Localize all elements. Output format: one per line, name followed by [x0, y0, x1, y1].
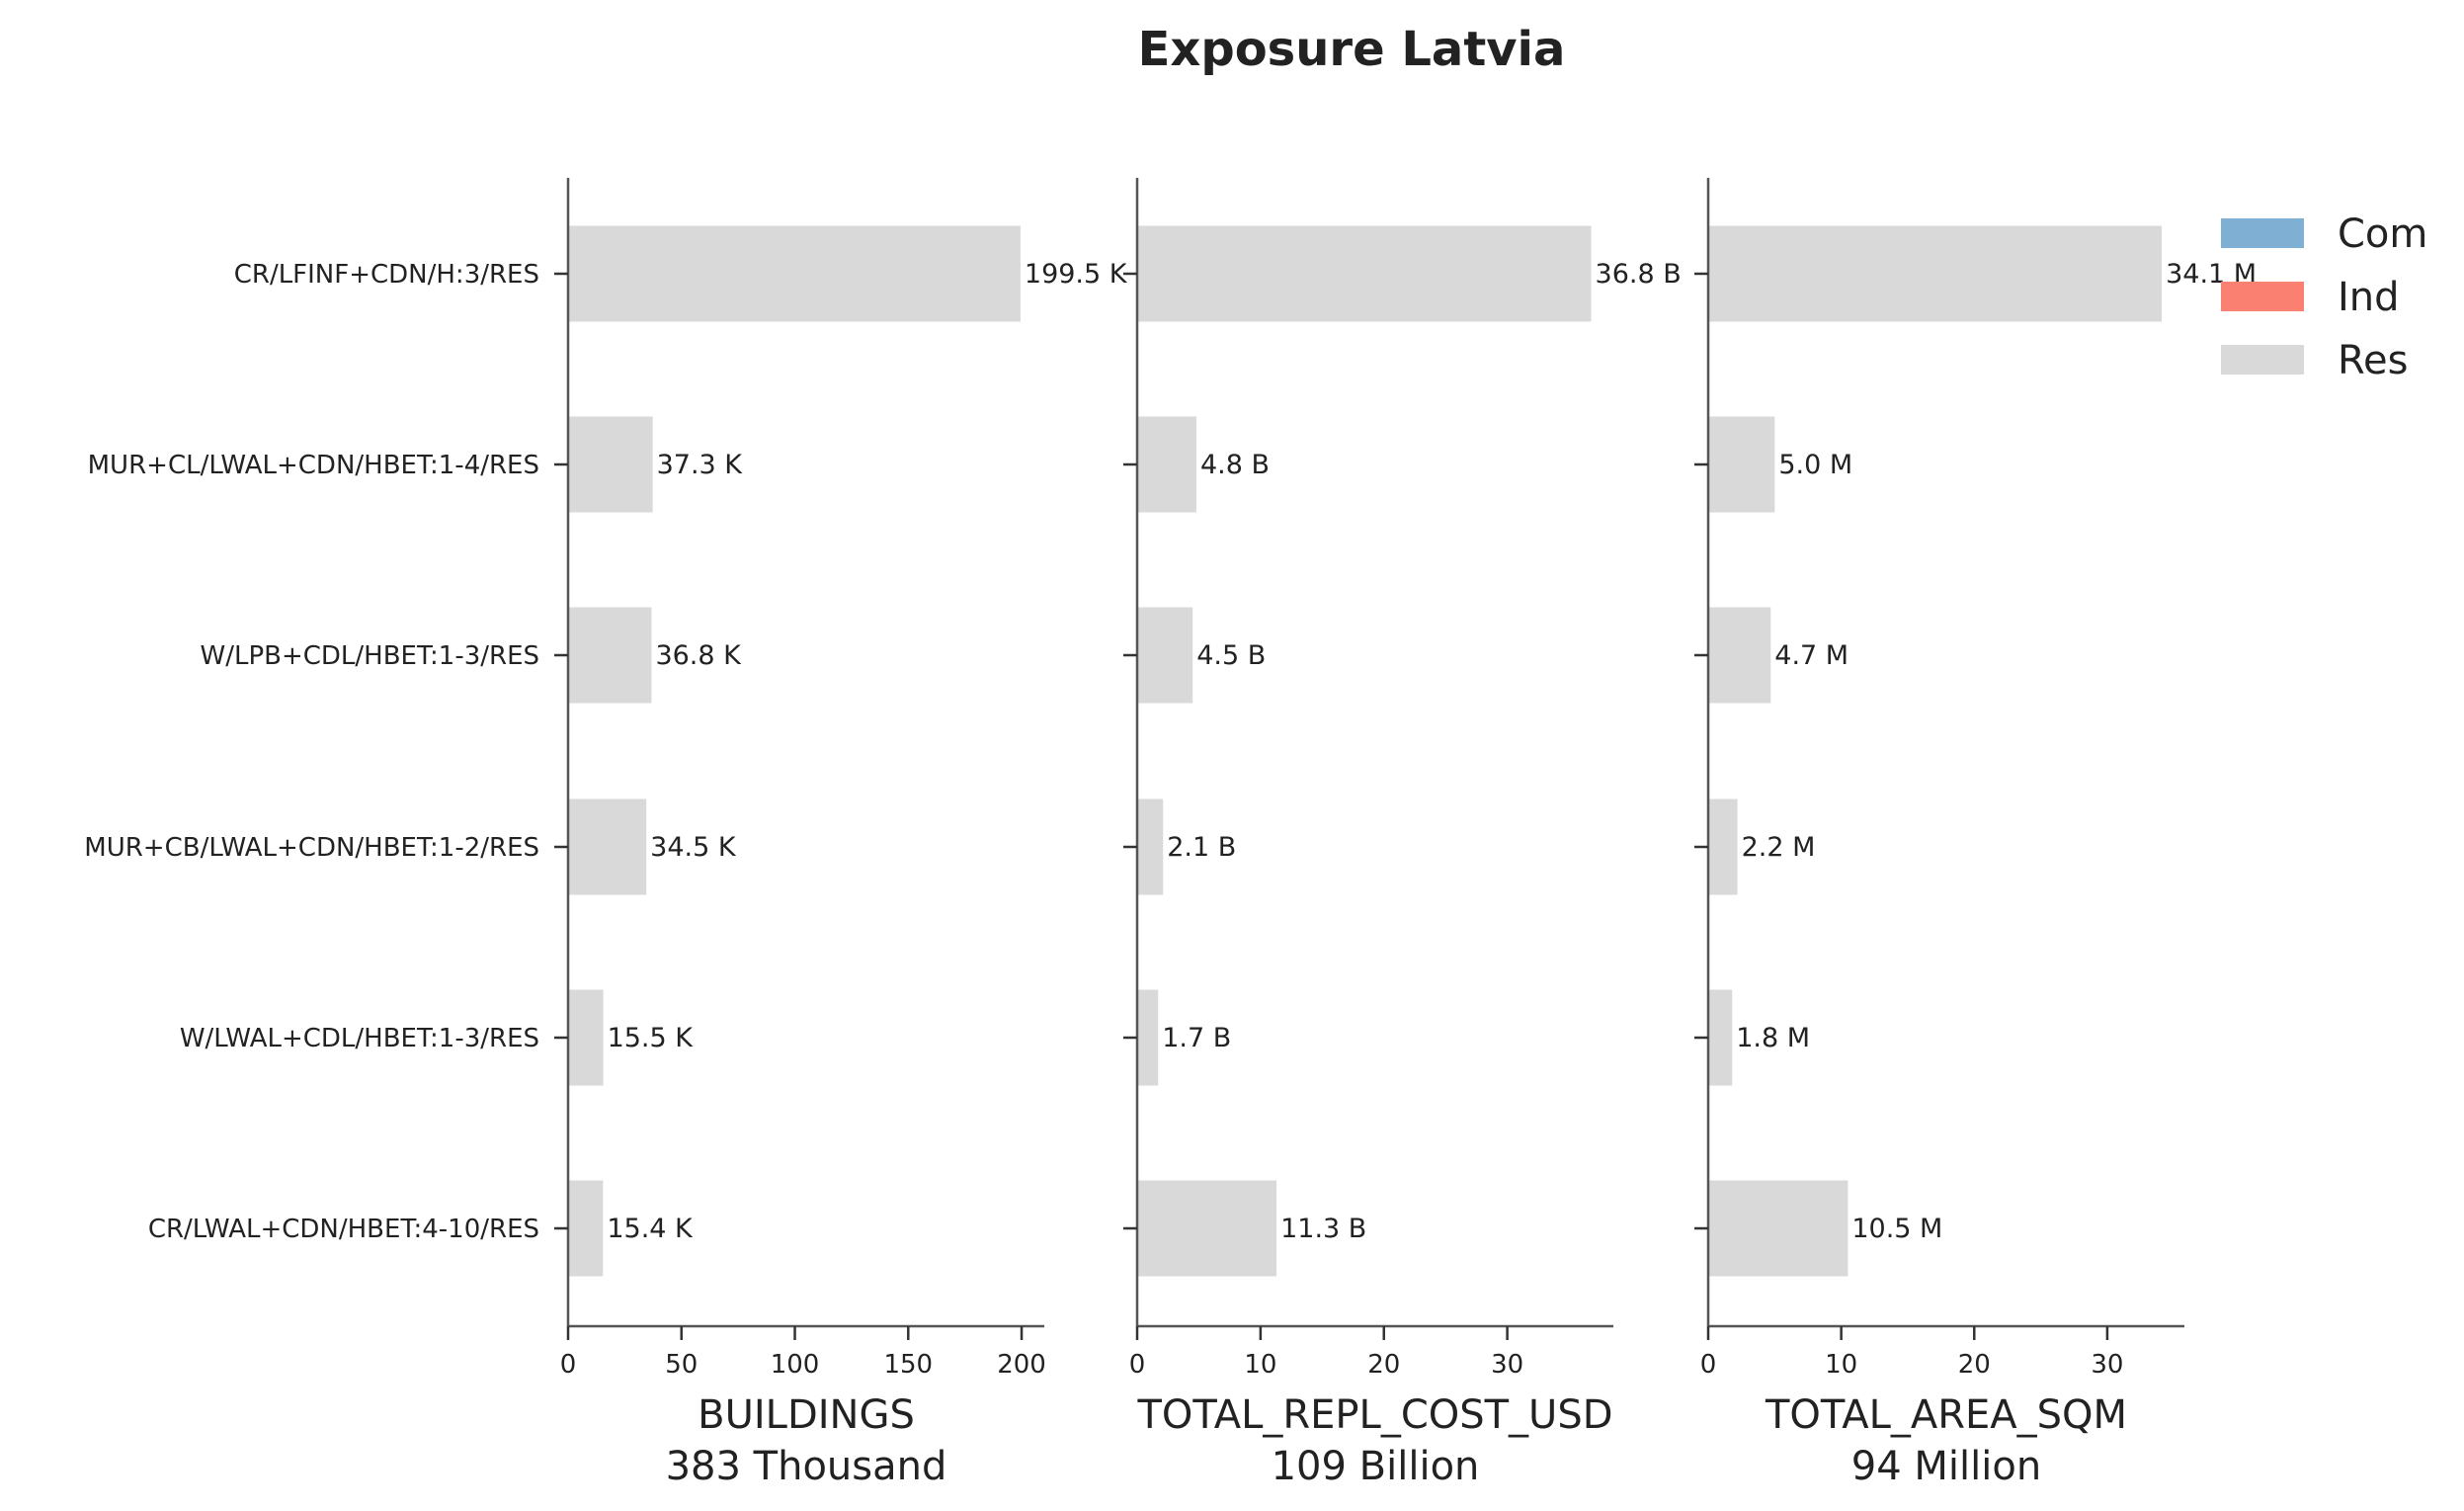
- panel-2: 0 10 20 30 36.8 B 4.8 B 4.5 B 2.1 B 1.7 B 11.3 B T…: [1123, 178, 1682, 1489]
- data-label: 5.0 M: [1778, 450, 1852, 480]
- data-label: 199.5 K: [1025, 259, 1128, 290]
- bar: [1708, 416, 1775, 513]
- x-tick-label: 150: [883, 1350, 933, 1380]
- bar: [1137, 798, 1164, 895]
- x-tick-label: 0: [1129, 1350, 1146, 1380]
- data-label: 2.1 B: [1167, 832, 1236, 863]
- bar: [1137, 607, 1193, 704]
- x-tick-label: 10: [1825, 1350, 1857, 1380]
- x-tick-label: 50: [665, 1350, 698, 1380]
- x-tick-label: 0: [1700, 1350, 1717, 1380]
- legend-label: Res: [2338, 338, 2408, 383]
- category-labels: CR/LFINF+CDN/H:3/RES MUR+CL/LWAL+CDN/HBET…: [84, 260, 539, 1244]
- x-tick-label: 20: [1958, 1350, 1991, 1380]
- x-tick-label: 10: [1244, 1350, 1276, 1380]
- x-tick-label: 20: [1367, 1350, 1400, 1380]
- bar: [568, 416, 653, 513]
- data-label: 4.5 B: [1196, 640, 1266, 671]
- category-label: MUR+CB/LWAL+CDN/HBET:1-2/RES: [84, 833, 539, 863]
- x-tick-label: 30: [2091, 1350, 2123, 1380]
- legend-item-res: Res: [2221, 338, 2408, 383]
- chart-title: Exposure Latvia: [1138, 22, 1566, 77]
- x-axis-label: TOTAL_AREA_SQM: [1765, 1392, 2127, 1438]
- bar: [1137, 1180, 1277, 1277]
- category-label: CR/LFINF+CDN/H:3/RES: [234, 260, 539, 290]
- bar: [568, 798, 647, 895]
- data-label: 11.3 B: [1280, 1214, 1366, 1244]
- data-label: 1.7 B: [1162, 1023, 1231, 1053]
- panel-1: 0 50 100 150 200 199.5 K 37.3 K 36.8 K 34.5 K 15.…: [554, 178, 1128, 1489]
- bar: [568, 225, 1021, 322]
- bar: [568, 989, 604, 1086]
- legend-item-ind: Ind: [2221, 275, 2400, 320]
- data-label: 2.2 M: [1742, 832, 1816, 863]
- data-label: 4.8 B: [1200, 450, 1270, 480]
- legend-swatch: [2221, 345, 2304, 375]
- legend-label: Com: [2338, 211, 2427, 257]
- legend: Com Ind Res: [2221, 211, 2427, 383]
- data-label: 4.7 M: [1774, 640, 1848, 671]
- data-label: 10.5 M: [1851, 1214, 1942, 1244]
- data-label: 34.5 K: [650, 832, 737, 863]
- panel-total: 94 Million: [1851, 1444, 2041, 1489]
- category-label: W/LWAL+CDL/HBET:1-3/RES: [180, 1024, 539, 1053]
- x-axis-label: TOTAL_REPL_COST_USD: [1136, 1392, 1612, 1438]
- bar: [568, 1180, 604, 1277]
- bar: [1708, 607, 1771, 704]
- category-label: W/LPB+CDL/HBET:1-3/RES: [201, 641, 540, 671]
- bar: [1708, 1180, 1848, 1277]
- bar: [1137, 416, 1196, 513]
- legend-swatch: [2221, 282, 2304, 311]
- category-label: MUR+CL/LWAL+CDN/HBET:1-4/RES: [88, 451, 539, 480]
- legend-swatch: [2221, 218, 2304, 248]
- panel-total: 383 Thousand: [666, 1444, 947, 1489]
- x-tick-label: 100: [771, 1350, 820, 1380]
- bar: [1137, 989, 1159, 1086]
- data-label: 15.5 K: [608, 1023, 695, 1053]
- legend-item-com: Com: [2221, 211, 2427, 257]
- x-tick-label: 200: [997, 1350, 1046, 1380]
- bar: [1708, 989, 1733, 1086]
- data-label: 36.8 K: [655, 640, 742, 671]
- data-label: 36.8 B: [1596, 259, 1682, 290]
- data-label: 37.3 K: [657, 450, 744, 480]
- bar: [1708, 798, 1738, 895]
- category-label: CR/LWAL+CDN/HBET:4-10/RES: [148, 1215, 539, 1244]
- data-label: 15.4 K: [607, 1214, 694, 1244]
- bar: [1708, 225, 2163, 322]
- data-label: 1.8 M: [1736, 1023, 1810, 1053]
- x-axis-label: BUILDINGS: [698, 1392, 915, 1438]
- bar: [568, 607, 652, 704]
- x-tick-label: 0: [560, 1350, 577, 1380]
- panel-total: 109 Billion: [1272, 1444, 1480, 1489]
- legend-label: Ind: [2338, 275, 2400, 320]
- bar: [1137, 225, 1592, 322]
- x-tick-label: 30: [1491, 1350, 1523, 1380]
